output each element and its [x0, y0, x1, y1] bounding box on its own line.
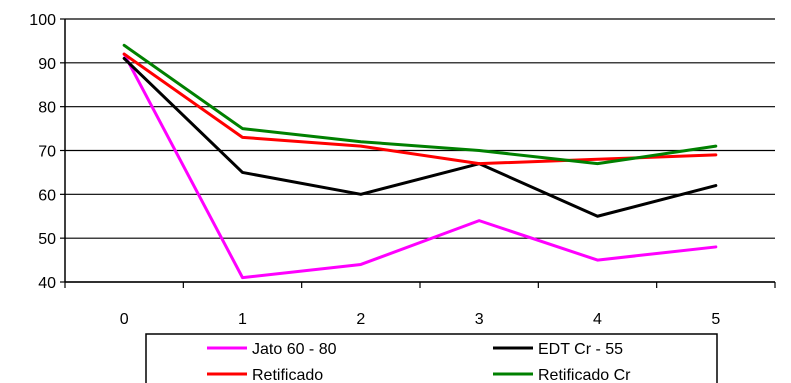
x-tick-label: 1 [238, 311, 247, 328]
x-axis-ticks: 0 1 2 3 4 5 [64, 282, 776, 328]
x-tick-label: 5 [711, 311, 720, 328]
y-tick-label: 60 [38, 187, 56, 204]
legend-label: Jato 60 - 80 [252, 341, 337, 358]
series-line-3 [122, 43, 718, 166]
y-tick-label: 80 [38, 100, 56, 117]
x-tick-label: 3 [475, 311, 484, 328]
legend-label: Retificado [252, 367, 323, 383]
gridlines [65, 18, 775, 283]
y-tick-label: 70 [38, 144, 56, 161]
series-line-1 [122, 56, 718, 218]
y-tick-label: 90 [38, 56, 56, 73]
y-tick-label: 50 [38, 231, 56, 248]
legend: Jato 60 - 80 EDT Cr - 55 Retificado Retific… [145, 333, 718, 383]
x-tick-label: 0 [120, 311, 129, 328]
series-line-0 [122, 52, 718, 280]
legend-label: EDT Cr - 55 [538, 341, 623, 358]
series-lines [122, 43, 718, 280]
y-tick-label: 40 [38, 275, 56, 292]
x-tick-label: 4 [593, 311, 602, 328]
series-line-2 [122, 52, 718, 166]
y-tick-label: 100 [29, 12, 56, 29]
y-axis-ticks: 40 50 60 70 80 90 100 [29, 12, 65, 292]
x-tick-label: 2 [356, 311, 365, 328]
legend-label: Retificado Cr [538, 367, 631, 383]
legend-box [145, 333, 718, 383]
